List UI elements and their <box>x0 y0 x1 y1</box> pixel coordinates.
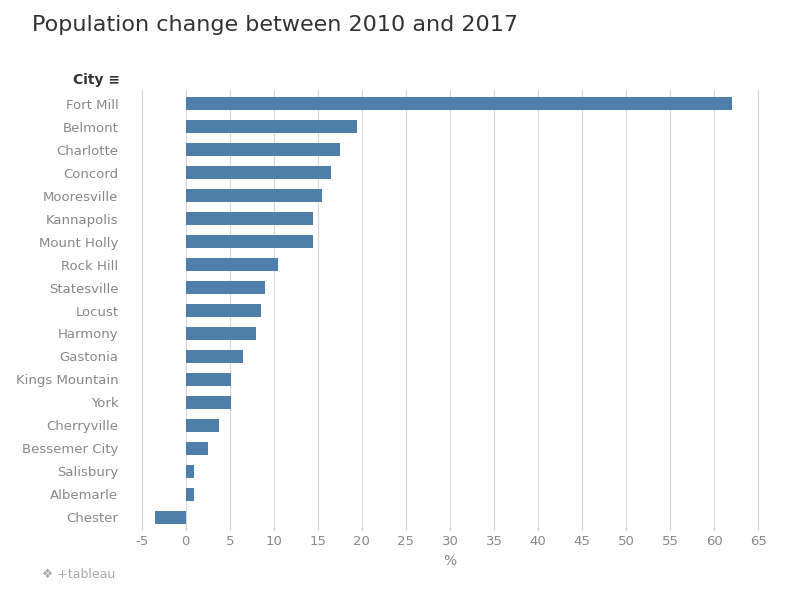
Bar <box>186 304 261 317</box>
Bar <box>186 166 331 179</box>
Bar <box>186 396 231 409</box>
Bar <box>186 350 243 363</box>
Bar <box>186 97 732 110</box>
Text: City ≡: City ≡ <box>73 73 120 87</box>
Bar <box>186 212 314 225</box>
Bar <box>155 511 186 524</box>
Bar <box>186 488 194 500</box>
Bar <box>186 373 231 386</box>
Bar <box>186 258 278 271</box>
Bar <box>186 327 256 340</box>
Bar <box>186 143 340 156</box>
Text: ❖ +tableau: ❖ +tableau <box>42 568 115 581</box>
Bar <box>186 190 322 202</box>
Bar <box>186 281 265 294</box>
Bar <box>186 419 219 431</box>
X-axis label: %: % <box>443 554 457 568</box>
Bar <box>186 442 208 455</box>
Bar <box>186 235 314 248</box>
Bar <box>186 465 194 478</box>
Bar <box>186 121 358 133</box>
Text: Population change between 2010 and 2017: Population change between 2010 and 2017 <box>32 15 518 35</box>
